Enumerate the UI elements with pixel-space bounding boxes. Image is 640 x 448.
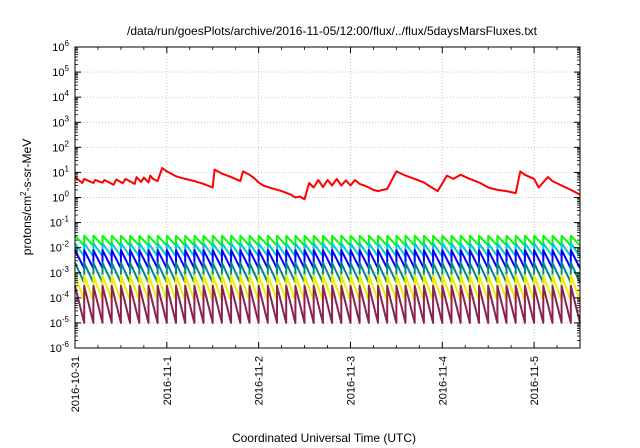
grid <box>75 47 580 348</box>
x-tick-label: 2016-11-3 <box>345 356 357 405</box>
y-tick-exponent: -1 <box>62 215 70 224</box>
y-tick-exponent: -4 <box>62 290 70 299</box>
chart-title: /data/run/goesPlots/archive/2016-11-05/1… <box>127 24 538 38</box>
x-tick-label: 2016-11-2 <box>254 356 266 405</box>
y-tick-base: 10 <box>50 268 62 280</box>
y-tick-labels: 10-610-510-410-310-210-11001011021031041… <box>50 39 70 355</box>
y-tick-exponent: -3 <box>62 265 70 274</box>
series-line-2 <box>74 234 581 247</box>
y-tick-base: 10 <box>50 218 62 230</box>
y-tick-exponent: -5 <box>62 315 70 324</box>
y-tick-label: 10-3 <box>50 265 70 280</box>
series-line-5 <box>74 261 581 284</box>
x-tick-label: 2016-11-1 <box>162 356 174 405</box>
y-tick-exponent: 0 <box>65 190 70 199</box>
y-tick-label: 10-5 <box>50 315 70 330</box>
y-tick-base: 10 <box>52 117 64 129</box>
series-line-7 <box>74 284 581 324</box>
y-tick-exponent: -2 <box>62 240 70 249</box>
y-tick-base: 10 <box>52 167 64 179</box>
y-tick-base: 10 <box>52 193 64 205</box>
y-tick-base: 10 <box>50 243 62 255</box>
x-tick-label: 2016-11-4 <box>437 356 449 405</box>
ticks <box>74 46 580 349</box>
y-tick-base: 10 <box>52 42 64 54</box>
x-axis-label: Coordinated Universal Time (UTC) <box>232 431 416 445</box>
y-tick-exponent: 1 <box>65 164 70 173</box>
y-tick-exponent: -6 <box>62 340 70 349</box>
series-line-3 <box>74 242 581 258</box>
series-line-1 <box>74 167 581 201</box>
x-tick-label: 2016-10-31 <box>70 356 82 412</box>
series-line-6 <box>74 274 581 302</box>
y-tick-label: 105 <box>52 64 69 79</box>
y-axis-label-part-1: protons/cm <box>20 196 34 255</box>
y-axis-label: protons/cm2-s-sr-MeV <box>19 139 34 255</box>
y-tick-base: 10 <box>52 67 64 79</box>
y-tick-label: 10-2 <box>50 240 70 255</box>
y-tick-exponent: 4 <box>65 89 70 98</box>
y-tick-label: 102 <box>52 139 69 154</box>
y-tick-label: 10-6 <box>50 340 70 355</box>
x-tick-labels: 2016-10-31 2016-11-1 2016-11-2 2016-11-3 201… <box>70 356 541 412</box>
y-tick-base: 10 <box>52 92 64 104</box>
y-tick-label: 106 <box>52 39 69 54</box>
y-tick-exponent: 2 <box>65 139 70 148</box>
y-tick-exponent: 3 <box>65 114 70 123</box>
y-tick-base: 10 <box>50 343 62 355</box>
y-tick-label: 104 <box>52 89 69 104</box>
y-tick-exponent: 5 <box>65 64 70 73</box>
y-tick-label: 10-1 <box>50 215 70 230</box>
y-tick-exponent: 6 <box>65 39 70 48</box>
series-layer <box>74 167 581 324</box>
y-tick-label: 103 <box>52 114 69 129</box>
series-line-4 <box>74 249 581 270</box>
y-tick-label: 10-4 <box>50 290 70 305</box>
y-tick-base: 10 <box>52 142 64 154</box>
y-axis-label-part-2: -s-sr-MeV <box>20 139 34 192</box>
y-tick-base: 10 <box>50 318 62 330</box>
y-tick-base: 10 <box>50 293 62 305</box>
y-tick-label: 100 <box>52 190 69 205</box>
x-tick-label: 2016-11-5 <box>529 356 541 405</box>
y-tick-label: 101 <box>52 164 69 179</box>
y-axis-label-superscript: 2 <box>19 191 28 196</box>
